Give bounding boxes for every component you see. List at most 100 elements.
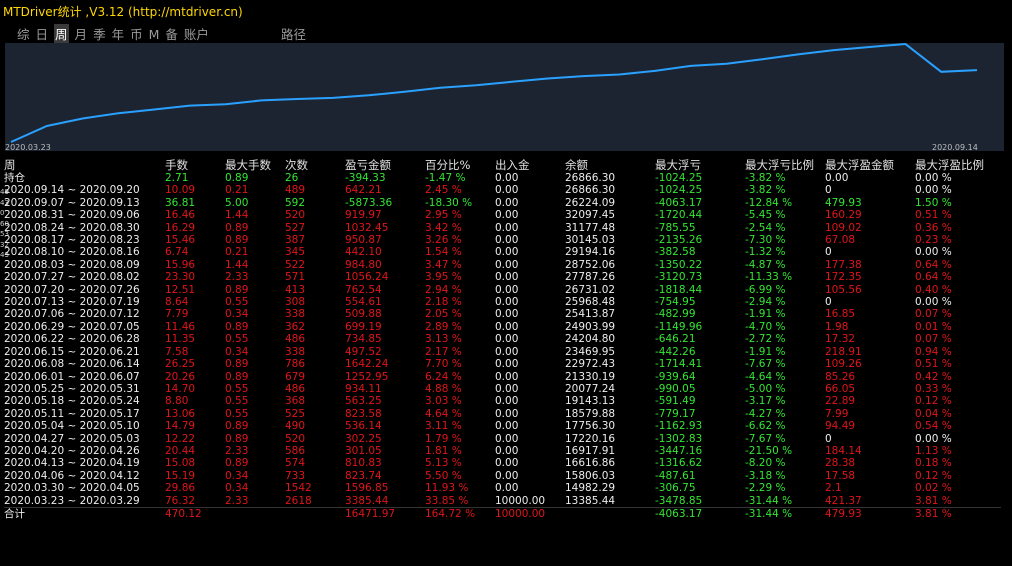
table-row[interactable]: 2020.09.07 ~ 2020.09.13 36.81 5.00 592 -5873…	[4, 197, 1001, 209]
table-cell: 23469.95	[565, 345, 616, 358]
table-cell: -4.70 %	[745, 320, 786, 333]
table-cell: 490	[285, 420, 306, 433]
gutter-number: 60	[0, 219, 9, 228]
table-row[interactable]: 2020.06.29 ~ 2020.07.05 11.46 0.89 362 699.1…	[4, 321, 1001, 333]
table-row[interactable]: 2020.03.30 ~ 2020.04.05 29.86 0.34 1542 1596…	[4, 482, 1001, 494]
table-cell: 14982.29	[565, 482, 616, 495]
table-cell: 0.12 %	[915, 395, 952, 408]
table-cell: 0.40 %	[915, 283, 952, 296]
equity-chart	[5, 43, 1004, 151]
tab-2[interactable]: 周	[54, 24, 69, 43]
column-header[interactable]: 次数	[285, 158, 308, 172]
tab-5[interactable]: 年	[111, 27, 125, 42]
table-cell: 8.80	[165, 395, 189, 408]
table-cell: 0.55	[225, 407, 249, 420]
table-cell: 12.51	[165, 283, 196, 296]
table-row[interactable]: 2020.07.06 ~ 2020.07.12 7.79 0.34 338 509.88…	[4, 308, 1001, 320]
tab-4[interactable]: 季	[93, 27, 106, 42]
row-period: 2020.07.13 ~ 2020.07.19	[4, 296, 140, 309]
tab-11[interactable]: 路径	[280, 27, 306, 42]
table-cell: 20.26	[165, 370, 196, 383]
table-row[interactable]: 2020.06.15 ~ 2020.06.21 7.58 0.34 338 497.52…	[4, 346, 1001, 358]
tab-1[interactable]: 日	[35, 27, 49, 42]
column-header[interactable]: 最大手数	[225, 158, 271, 172]
table-cell: 0.94 %	[915, 345, 952, 358]
table-cell: -1.91 %	[745, 345, 786, 358]
table-cell: 24903.99	[565, 320, 616, 333]
table-row[interactable]: 2020.05.25 ~ 2020.05.31 14.70 0.55 486 934.1…	[4, 383, 1001, 395]
table-cell: 2.18 %	[425, 296, 462, 309]
table-cell: 0.02 %	[915, 482, 952, 495]
table-row[interactable]: 2020.07.27 ~ 2020.08.02 23.30 2.33 571 1056.…	[4, 271, 1001, 283]
tab-8[interactable]: 备	[165, 27, 178, 42]
table-cell: -1316.62	[655, 457, 703, 470]
tab-3[interactable]: 月	[74, 27, 88, 42]
table-row[interactable]: 2020.04.27 ~ 2020.05.03 12.22 0.89 520 302.2…	[4, 433, 1001, 445]
table-cell: 8.64	[165, 296, 189, 309]
table-cell: 66.05	[825, 382, 856, 395]
table-cell: 16917.91	[565, 444, 616, 457]
table-row[interactable]: 2020.08.24 ~ 2020.08.30 16.29 0.89 527 1032.…	[4, 222, 1001, 234]
table-cell: -4063.17	[655, 506, 745, 521]
table-row[interactable]: 2020.08.03 ~ 2020.08.09 15.96 1.44 522 984.8…	[4, 259, 1001, 271]
table-row[interactable]: 2020.04.13 ~ 2020.04.19 15.08 0.89 574 810.8…	[4, 457, 1001, 469]
table-cell: 563.25	[345, 395, 382, 408]
table-cell: 0.00	[495, 172, 519, 184]
table-cell: 0.89	[225, 370, 249, 383]
column-header[interactable]: 最大浮盈比例	[915, 158, 984, 172]
column-header[interactable]: 周	[4, 158, 16, 172]
table-row[interactable]: 2020.06.01 ~ 2020.06.07 20.26 0.89 679 1252.…	[4, 371, 1001, 383]
table-cell: -3.17 %	[745, 395, 786, 408]
table-row[interactable]: 2020.05.04 ~ 2020.05.10 14.79 0.89 490 536.1…	[4, 420, 1001, 432]
table-row[interactable]: 2020.07.13 ~ 2020.07.19 8.64 0.55 308 554.61…	[4, 296, 1001, 308]
table-row[interactable]: 2020.03.23 ~ 2020.03.29 76.32 2.33 2618 3385…	[4, 495, 1001, 508]
table-cell: 177.38	[825, 258, 862, 271]
column-header[interactable]: 出入金	[495, 158, 530, 172]
column-header[interactable]: 百分比%	[425, 158, 471, 172]
table-cell: -2.72 %	[745, 333, 786, 346]
table-row[interactable]: 2020.08.31 ~ 2020.09.06 16.46 1.44 520 919.9…	[4, 209, 1001, 221]
table-row[interactable]: 2020.04.06 ~ 2020.04.12 15.19 0.34 733 823.7…	[4, 470, 1001, 482]
table-cell: 15.96	[165, 258, 196, 271]
column-header[interactable]: 盈亏金额	[345, 158, 391, 172]
column-header[interactable]: 手数	[165, 158, 188, 172]
tab-7[interactable]: M	[148, 27, 160, 42]
table-row[interactable]: 2020.05.18 ~ 2020.05.24 8.80 0.55 368 563.25…	[4, 395, 1001, 407]
table-row[interactable]: 2020.08.17 ~ 2020.08.23 15.46 0.89 387 950.8…	[4, 234, 1001, 246]
table-row[interactable]: 2020.09.14 ~ 2020.09.20 10.09 0.21 489 642.2…	[4, 184, 1001, 196]
table-row[interactable]: 2020.06.22 ~ 2020.06.28 11.35 0.55 486 734.8…	[4, 333, 1001, 345]
table-cell: 0.00	[495, 221, 519, 234]
position-row[interactable]: 持仓 2.71 0.89 26 -394.33 -1.47 % 0.00 26866.30 -1…	[4, 172, 1001, 184]
chart-end-date: 2020.09.14	[932, 143, 978, 152]
tab-9[interactable]: 账户	[183, 27, 209, 42]
chart-start-date: 2020.03.23	[5, 143, 51, 152]
row-period: 2020.07.06 ~ 2020.07.12	[4, 308, 140, 321]
table-cell: 0.07 %	[915, 333, 952, 346]
table-row[interactable]: 2020.07.20 ~ 2020.07.26 12.51 0.89 413 762.5…	[4, 284, 1001, 296]
table-cell: 679	[285, 370, 306, 383]
table-cell: 1.79 %	[425, 432, 462, 445]
column-header[interactable]: 余额	[565, 158, 588, 172]
table-row[interactable]: 2020.06.08 ~ 2020.06.14 26.25 0.89 786 1642.…	[4, 358, 1001, 370]
table-cell: 24204.80	[565, 333, 616, 346]
column-header[interactable]: 最大浮盈金额	[825, 158, 894, 172]
column-header[interactable]: 最大浮亏比例	[745, 158, 814, 172]
table-row[interactable]: 2020.05.11 ~ 2020.05.17 13.06 0.55 525 823.5…	[4, 408, 1001, 420]
total-row[interactable]: 合计 470.12 16471.97 164.72 % 10000.00 -4063.17…	[4, 506, 1001, 521]
equity-line-chart	[10, 43, 978, 143]
column-header[interactable]: 最大浮亏	[655, 158, 701, 172]
table-cell: 3.42 %	[425, 221, 462, 234]
table-cell: -11.33 %	[745, 271, 793, 284]
table-cell: 0.00	[495, 234, 519, 247]
table-cell: 1252.95	[345, 370, 389, 383]
tab-6[interactable]: 币	[130, 27, 143, 42]
table-header: 周 手数 最大手数 次数 盈亏金额 百分比% 出入金 余额 最大浮亏 最大浮亏比例 最大浮盈金额 最大…	[4, 158, 1001, 172]
table-cell: 29.86	[165, 482, 196, 495]
row-period: 2020.06.08 ~ 2020.06.14	[4, 358, 140, 371]
table-cell: 0.00	[495, 258, 519, 271]
table-row[interactable]: 2020.08.10 ~ 2020.08.16 6.74 0.21 345 442.10…	[4, 246, 1001, 258]
tab-0[interactable]: 综	[17, 27, 30, 42]
table-cell: 6.74	[165, 246, 189, 259]
table-row[interactable]: 2020.04.20 ~ 2020.04.26 20.44 2.33 586 301.0…	[4, 445, 1001, 457]
table-cell: 786	[285, 358, 306, 371]
